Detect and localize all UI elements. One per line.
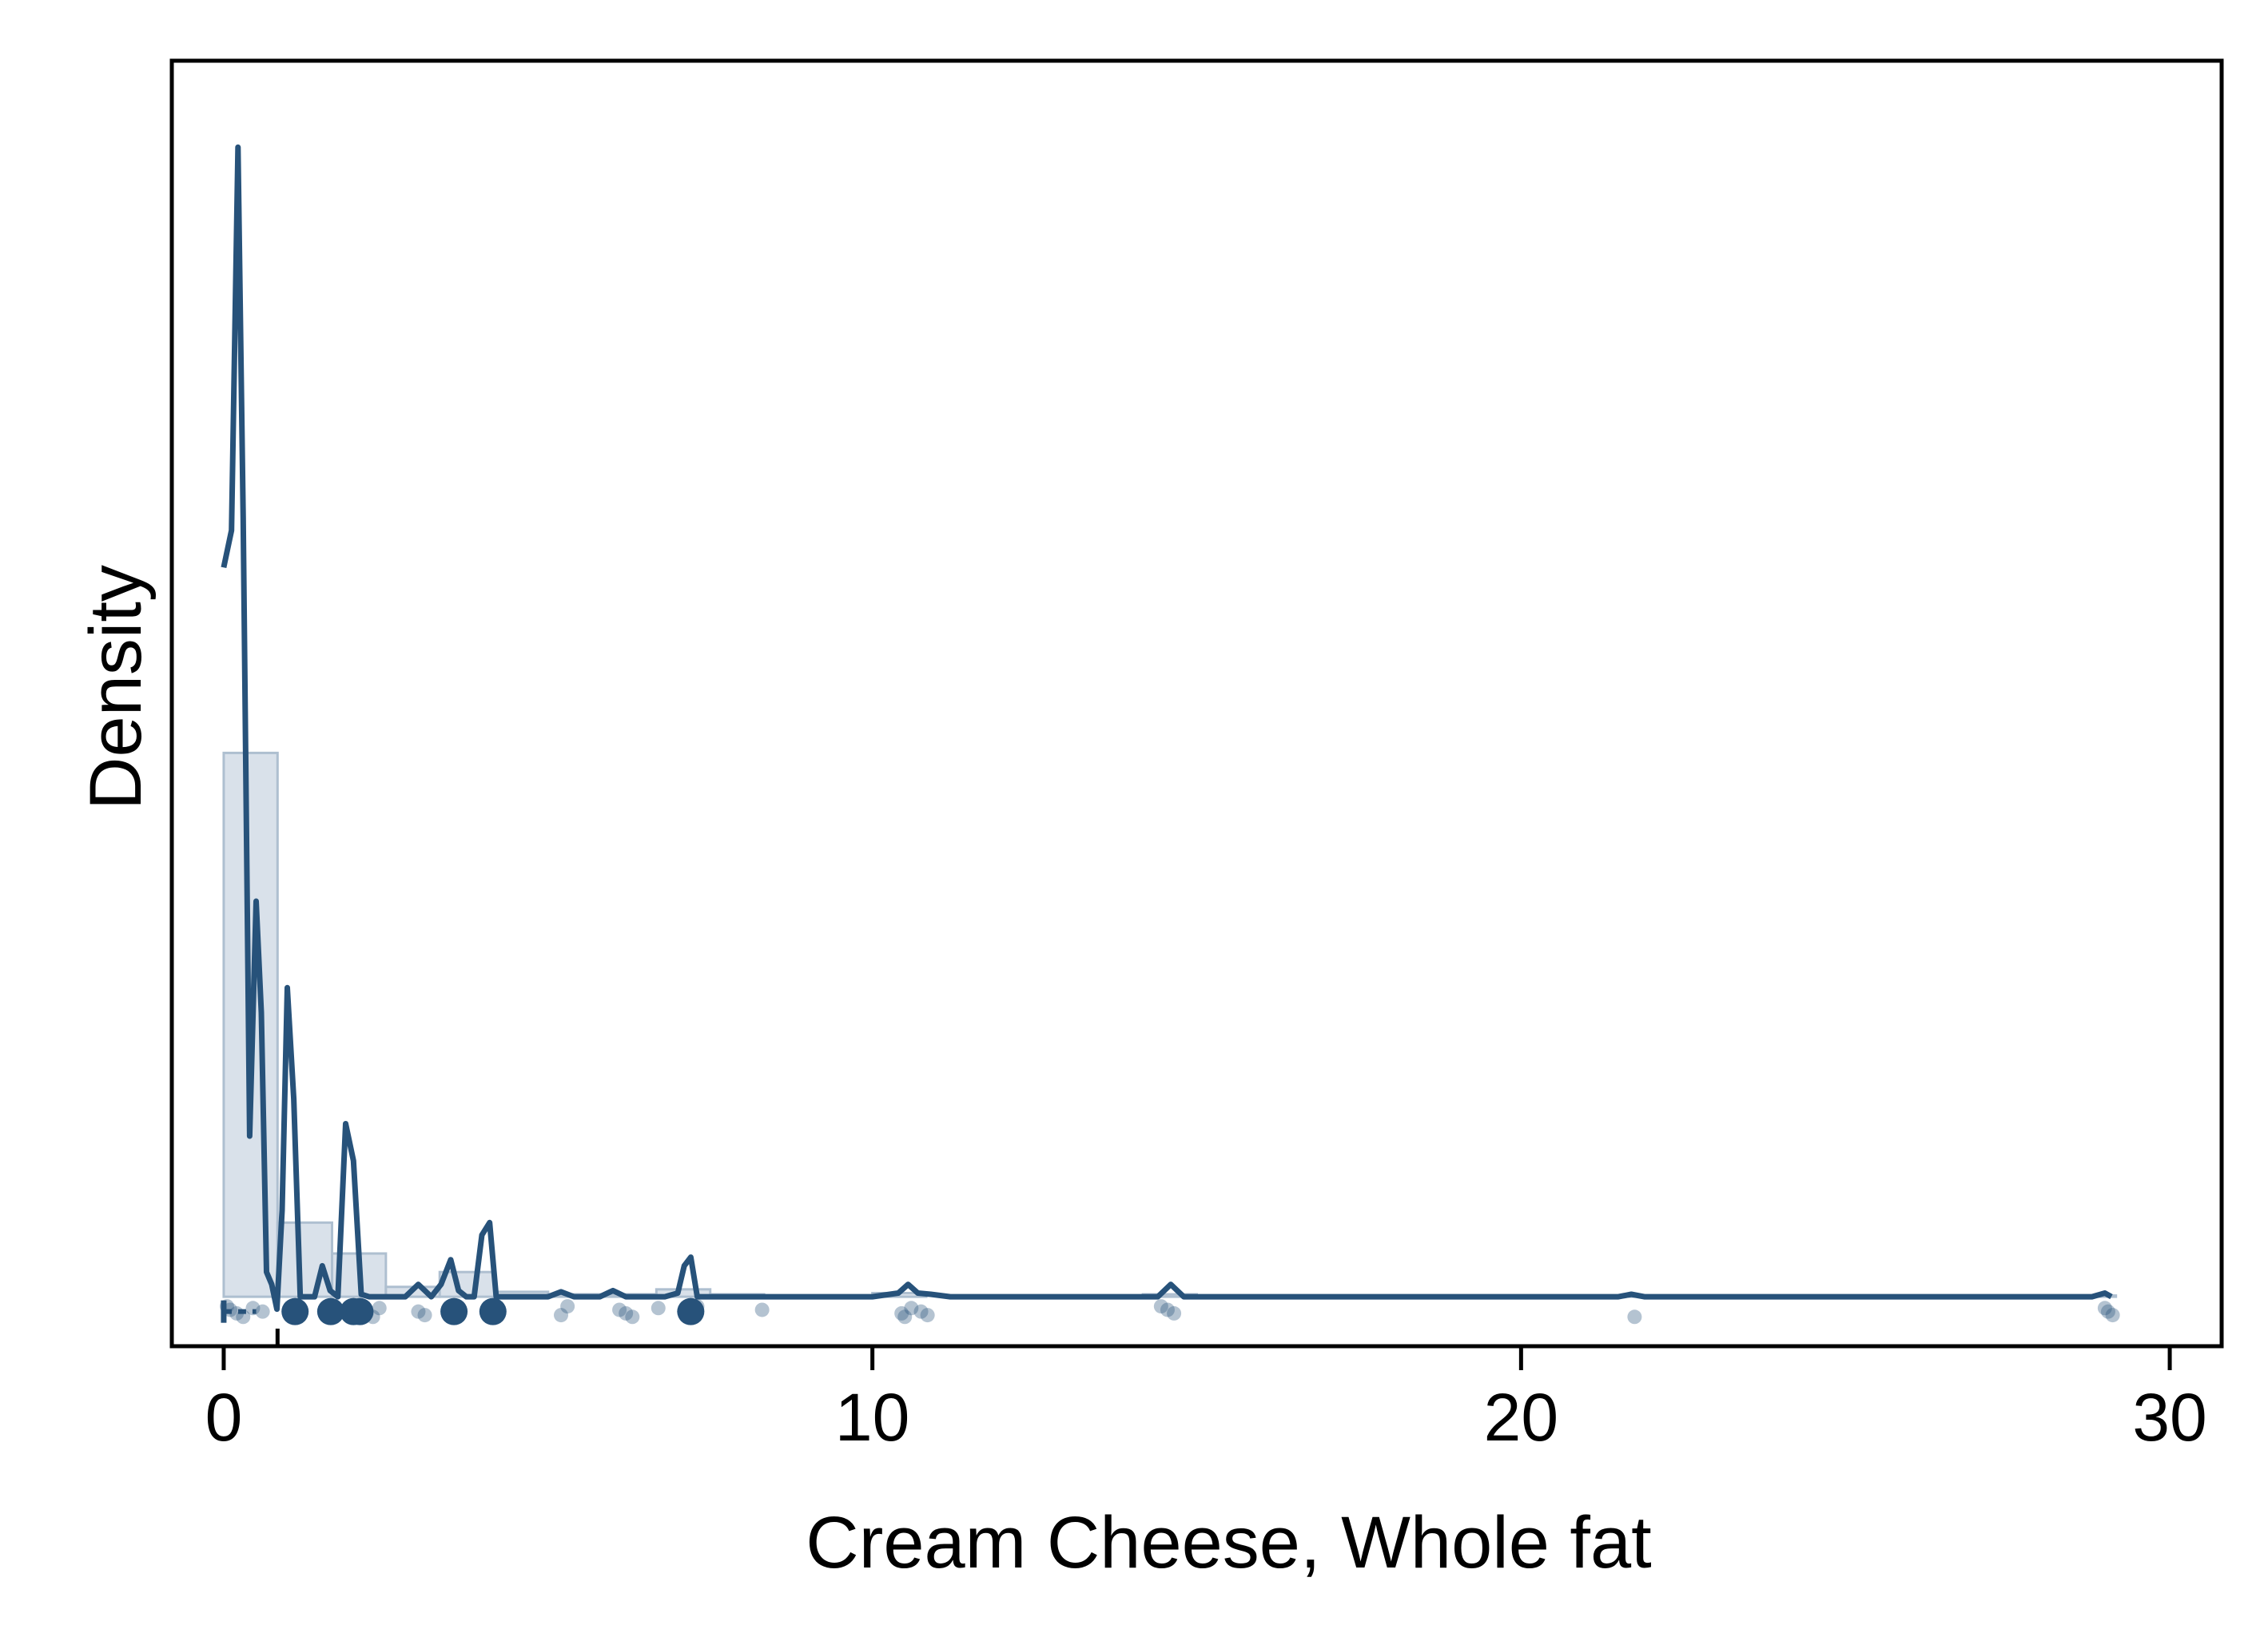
observation-point (651, 1301, 666, 1316)
observation-point (411, 1304, 426, 1319)
observation-point (904, 1301, 919, 1316)
observation-point (612, 1302, 627, 1317)
observation-point (417, 1308, 432, 1323)
x-tick-label: 10 (835, 1380, 909, 1455)
observation-point (894, 1305, 909, 1321)
observation-point (920, 1308, 935, 1323)
histogram-bar (276, 1221, 333, 1298)
x-tick-label: 20 (1484, 1380, 1558, 1455)
observation-point (255, 1304, 270, 1319)
density-curve (221, 144, 2113, 1313)
cluster-point (346, 1297, 374, 1325)
observation-point (245, 1301, 261, 1316)
observation-point (2105, 1308, 2120, 1323)
observation-point (1627, 1309, 1642, 1325)
observation-point (560, 1299, 575, 1314)
observation-point (1167, 1305, 1182, 1321)
observation-point (2100, 1304, 2115, 1319)
observation-point (619, 1305, 634, 1321)
cluster-point (479, 1297, 507, 1325)
observation-point (754, 1302, 770, 1317)
x-tick-label: 0 (205, 1380, 243, 1455)
y-axis-title: Density (75, 565, 157, 810)
cluster-point (440, 1297, 468, 1325)
cluster-point (316, 1297, 344, 1325)
plot-frame (169, 58, 2224, 1349)
observation-point (2097, 1301, 2112, 1316)
boxplot-strip (221, 1300, 280, 1346)
observation-point (372, 1301, 387, 1316)
histogram-bar (655, 1288, 712, 1298)
observation-point (1153, 1299, 1168, 1314)
observation-point (897, 1309, 913, 1325)
observation-point (625, 1309, 640, 1325)
x-axis-title: Cream Cheese, Whole fat (806, 1502, 1651, 1583)
observation-points (219, 1297, 2120, 1325)
observation-point (913, 1304, 929, 1319)
x-tick-label: 30 (2132, 1380, 2206, 1455)
observation-point (554, 1308, 569, 1323)
histogram-bar (438, 1270, 495, 1298)
cluster-point (281, 1297, 309, 1325)
observation-point (1160, 1302, 1175, 1317)
histogram-bars (222, 751, 2118, 1298)
x-axis: 0 10 20 30 (205, 1346, 2207, 1455)
cluster-point (677, 1297, 705, 1325)
